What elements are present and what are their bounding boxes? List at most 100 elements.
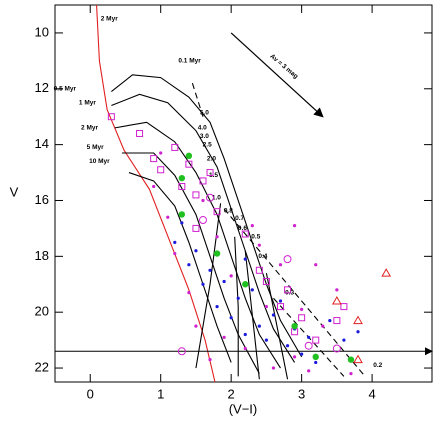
star-green: [185, 152, 193, 159]
star-dot: [264, 338, 269, 342]
star-green: [213, 250, 221, 257]
plot-frame: [54, 4, 433, 383]
star-dot: [321, 324, 325, 328]
isochrone: [128, 172, 232, 363]
star-square: [333, 317, 341, 325]
star-dot: [201, 198, 205, 203]
star-square: [262, 277, 270, 285]
star-dot: [271, 313, 276, 317]
star-dot: [222, 279, 226, 284]
star-dot: [222, 335, 226, 339]
reddening-arrow: [230, 32, 324, 118]
star-dot: [208, 268, 212, 272]
star-circle: [177, 347, 186, 356]
x-tick-label: 2: [228, 386, 235, 401]
y-tick-label: 12: [35, 80, 49, 95]
isochrone: [96, 5, 216, 382]
isochrone: [244, 250, 260, 380]
star-green: [347, 356, 355, 363]
star-dot: [300, 352, 304, 356]
star-dot: [328, 318, 332, 323]
star-square: [255, 266, 263, 274]
star-square: [192, 191, 200, 199]
annotation: 2 Myr: [81, 125, 98, 132]
star-dot: [187, 291, 191, 295]
star-square: [213, 208, 221, 216]
dashed-line: [191, 83, 204, 117]
y-tick-label: 10: [35, 24, 49, 39]
x-axis-label: (V−I): [229, 401, 258, 416]
star-dot: [257, 324, 261, 328]
star-circle: [332, 344, 341, 353]
annotation: 2 Myr: [101, 16, 118, 23]
star-square: [241, 230, 249, 238]
star-square: [178, 183, 186, 191]
y-tick-label: 14: [35, 136, 49, 151]
star-square: [199, 177, 207, 185]
star-square: [185, 160, 193, 168]
star-dot: [264, 305, 269, 309]
star-square: [171, 143, 179, 151]
annotation: 1.5: [209, 172, 218, 179]
isochrone: [195, 203, 222, 369]
star-dot: [356, 330, 360, 334]
star-dot: [307, 335, 311, 339]
star-dot: [349, 372, 353, 376]
annotation: 0.4: [258, 253, 267, 260]
star-circle: [198, 216, 207, 225]
annotation: 0.5 Myr: [54, 85, 77, 92]
annotation: 1.0: [212, 194, 221, 201]
y-tick-label: 20: [35, 304, 49, 319]
star-dot: [215, 235, 219, 239]
annotation: 0.7: [235, 215, 244, 222]
star-dot: [243, 332, 247, 337]
isochrone: [111, 93, 296, 363]
star-square: [312, 336, 320, 344]
star-square: [340, 303, 348, 311]
isochrone: [265, 272, 289, 380]
annotation: 0.2: [373, 362, 382, 369]
isochrone: [234, 236, 239, 377]
star-dot: [292, 224, 297, 228]
star-dot: [243, 257, 247, 261]
y-tick-label: 16: [35, 192, 49, 207]
isochrone: [114, 121, 281, 369]
star-triangle: [353, 315, 363, 325]
star-square: [136, 129, 144, 137]
x-tick-label: 1: [157, 386, 164, 401]
annotation: 5 Myr: [87, 144, 104, 151]
annotation: 0.1 Myr: [178, 58, 201, 65]
star-green: [242, 281, 249, 288]
y-tick-label: 22: [35, 359, 49, 374]
isochrone: [121, 152, 260, 374]
star-dot: [215, 305, 219, 309]
star-triangle: [332, 296, 342, 305]
y-axis-label: V: [10, 184, 19, 199]
x-tick-label: 0: [87, 386, 94, 401]
star-dot: [335, 288, 339, 292]
star-circle: [206, 193, 215, 202]
star-dot: [285, 344, 290, 348]
annotation: 0.8: [224, 207, 233, 214]
star-dot: [271, 366, 276, 370]
star-dot: [194, 324, 198, 328]
star-square: [150, 155, 158, 163]
star-dot: [257, 243, 261, 247]
star-square: [206, 169, 214, 177]
dashed-line: [223, 208, 366, 377]
star-square: [284, 286, 292, 294]
star-dot: [236, 296, 240, 300]
star-dot: [173, 240, 177, 244]
annotation: 2.5: [203, 141, 212, 148]
star-square: [276, 303, 284, 311]
y-tick-label: 18: [35, 248, 49, 263]
star-green: [178, 174, 186, 182]
star-green: [312, 353, 319, 361]
star-dot: [250, 288, 254, 292]
annotation: 1 Myr: [79, 99, 96, 106]
star-dot: [180, 221, 184, 225]
star-dot: [278, 299, 283, 303]
star-dot: [201, 282, 205, 286]
